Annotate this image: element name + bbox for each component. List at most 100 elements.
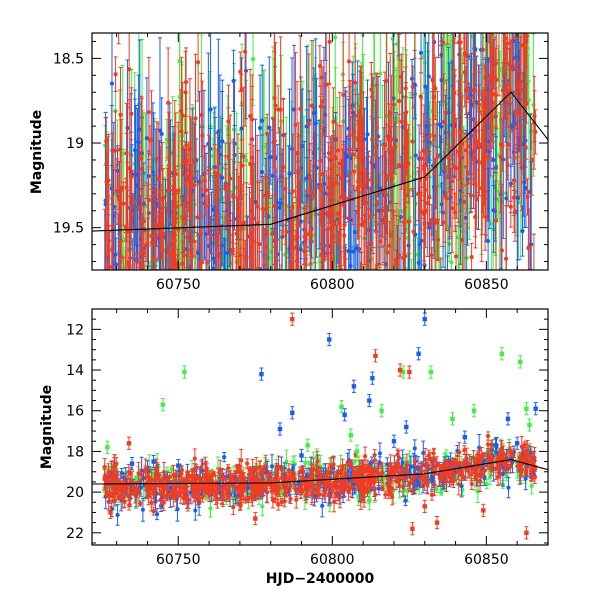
top-blue-point xyxy=(267,56,272,199)
top-red-point xyxy=(298,265,303,270)
bottom-ytick-label: 20 xyxy=(66,485,84,501)
top-green-point xyxy=(507,0,511,16)
top-red-point xyxy=(283,132,288,245)
top-green-point xyxy=(333,316,337,366)
top-red-point xyxy=(203,322,207,362)
top-blue-point xyxy=(268,330,272,382)
top-red-point xyxy=(384,123,389,234)
bottom-green-outlier xyxy=(160,398,166,412)
top-red-point xyxy=(438,258,443,270)
top-red-point xyxy=(223,142,228,230)
top-red-point xyxy=(430,247,435,270)
top-green-point xyxy=(213,260,218,270)
top-red-point xyxy=(273,238,278,270)
top-red-point xyxy=(166,232,171,270)
bottom-green-point xyxy=(484,478,489,490)
top-green-point xyxy=(205,330,209,384)
top-blue-point xyxy=(141,283,145,336)
top-red-point xyxy=(140,213,145,270)
top-red-point xyxy=(176,121,181,260)
top-green-point xyxy=(294,309,298,410)
top-green-point xyxy=(138,286,142,341)
top-blue-point xyxy=(498,0,502,12)
top-red-point xyxy=(339,251,344,270)
bottom-green-outlier xyxy=(527,418,532,432)
top-red-point xyxy=(385,204,390,270)
top-green-point xyxy=(149,262,154,270)
top-red-point xyxy=(231,138,236,255)
bottom-green-point xyxy=(208,499,213,518)
bottom-blue-outlier xyxy=(327,332,332,347)
bottom-ytick-label: 22 xyxy=(66,526,84,542)
bottom-red-point xyxy=(288,493,293,505)
top-red-point xyxy=(129,195,135,234)
bottom-blue-outlier xyxy=(299,448,304,463)
top-red-point xyxy=(166,47,171,159)
top-red-point xyxy=(358,262,363,270)
top-blue-point xyxy=(313,38,318,209)
top-red-point xyxy=(124,102,129,204)
bottom-ytick-label: 14 xyxy=(66,363,84,379)
top-red-point xyxy=(265,113,270,155)
top-red-point xyxy=(508,185,513,228)
bottom-red-outlier xyxy=(290,312,295,326)
bottom-red-point xyxy=(485,431,491,441)
bottom-red-outlier xyxy=(373,349,378,363)
top-blue-point xyxy=(234,278,238,318)
top-blue-point xyxy=(105,296,109,332)
top-red-point xyxy=(465,137,470,229)
bottom-data-points xyxy=(92,312,548,540)
top-red-point xyxy=(308,204,313,265)
top-red-point xyxy=(425,148,430,258)
top-red-point xyxy=(443,148,448,243)
bottom-blue-point xyxy=(154,508,160,521)
top-red-point xyxy=(370,73,375,121)
bottom-panel: 60750 60800 60850 12 14 16 18 20 22 Magnitude HJ… xyxy=(39,308,549,587)
top-red-point xyxy=(423,166,428,214)
bottom-green-outlier xyxy=(339,400,344,414)
top-red-point xyxy=(167,154,173,191)
top-red-point xyxy=(461,132,467,270)
top-red-point xyxy=(457,275,461,309)
top-green-point xyxy=(353,327,357,385)
top-red-point xyxy=(531,233,536,270)
top-red-point xyxy=(348,80,353,136)
bottom-blue-outlier xyxy=(533,402,538,416)
top-red-point xyxy=(130,238,135,270)
top-red-point xyxy=(142,265,147,270)
top-blue-point xyxy=(304,258,309,270)
top-red-point xyxy=(245,225,250,270)
top-red-point xyxy=(281,97,286,237)
top-red-point xyxy=(410,94,415,189)
top-red-point xyxy=(279,272,283,300)
top-red-point xyxy=(490,33,495,142)
top-red-point xyxy=(505,149,510,181)
bottom-blue-outlier xyxy=(259,367,264,381)
top-red-point xyxy=(324,170,329,257)
top-green-point xyxy=(278,264,283,270)
top-blue-point xyxy=(231,49,236,113)
top-red-point xyxy=(282,317,286,350)
top-red-point xyxy=(403,66,408,203)
bottom-blue-outlier xyxy=(416,347,421,361)
bottom-blue-outlier xyxy=(422,312,427,326)
top-red-point xyxy=(456,33,462,95)
bottom-blue-outlier xyxy=(391,434,397,448)
top-red-point xyxy=(352,152,357,191)
top-blue-point xyxy=(515,0,519,25)
top-red-point xyxy=(436,33,441,59)
top-ytick-label: 19.5 xyxy=(53,221,84,237)
top-panel: 60750 60800 60850 18.5 19 19.5 Magnitude xyxy=(29,0,549,410)
top-red-point xyxy=(416,167,421,222)
top-red-point xyxy=(390,146,395,211)
top-red-point xyxy=(517,70,523,197)
bottom-blue-outlier xyxy=(342,408,347,422)
top-red-point xyxy=(427,280,431,318)
top-red-point xyxy=(467,82,472,114)
bottom-blue-outlier xyxy=(351,379,357,393)
top-red-point xyxy=(341,33,346,166)
top-red-point xyxy=(391,43,397,166)
top-red-point xyxy=(249,99,255,217)
top-red-point xyxy=(418,58,423,135)
